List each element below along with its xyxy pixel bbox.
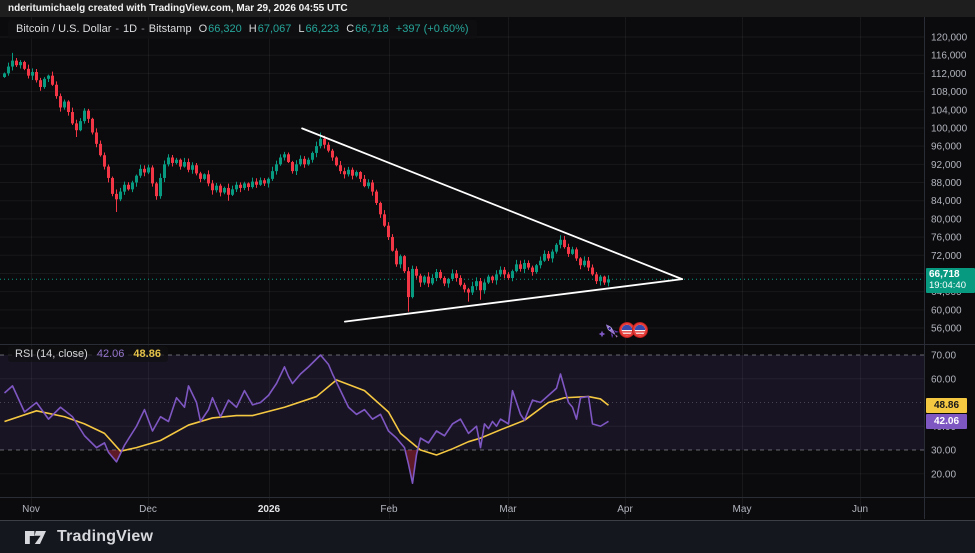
ohlc-value: 66,320: [208, 23, 242, 35]
ohlc-letter: O: [198, 23, 208, 35]
price-tick-label: 104,000: [931, 105, 968, 116]
bar-countdown: 19:04:40: [929, 279, 966, 291]
tradingview-logo-icon[interactable]: [24, 527, 47, 548]
price-tick-label: 100,000: [931, 123, 968, 134]
footer-bar: TradingView: [0, 520, 975, 553]
ohlc-letter: H: [248, 23, 257, 35]
rsi-ma-axis-label: 48.86: [926, 398, 967, 413]
rsi-tick-label: 70.00: [931, 351, 956, 362]
sparkle-sticker: [598, 330, 606, 338]
price-tick-label: 76,000: [931, 233, 962, 244]
time-axis: Nov Dec 2026 Feb Mar Apr May Jun: [22, 504, 868, 515]
legend-separator: -: [141, 23, 145, 35]
ohlc-value: 66,223: [305, 23, 340, 35]
symbol-name: Bitcoin / U.S. Dollar: [16, 23, 112, 35]
rsi-ma-line: [4, 379, 609, 456]
exchange-name: Bitstamp: [148, 23, 192, 35]
price-tick-label: 108,000: [931, 87, 968, 98]
time-tick-label: Nov: [22, 504, 40, 515]
last-price-value: 66,718: [929, 269, 960, 280]
ohlc-value: 67,067: [257, 23, 292, 35]
rsi-ma-current-value: 48.86: [133, 348, 161, 360]
rsi-pane: [0, 354, 925, 475]
rsi-oversold-fill: [107, 450, 418, 484]
rsi-ma-series: [4, 379, 609, 456]
trendline-ascending-support: [343, 278, 683, 323]
price-tick-label: 84,000: [931, 196, 962, 207]
badge-sticker: [632, 322, 648, 338]
price-tick-label: 56,000: [931, 324, 962, 335]
tradingview-wordmark[interactable]: TradingView: [57, 528, 154, 545]
rsi-tick-label: 60.00: [931, 374, 956, 385]
pane-separators: [0, 17, 975, 519]
price-tick-label: 72,000: [931, 251, 962, 262]
time-tick-label: May: [733, 504, 752, 515]
rsi-current-value: 42.06: [96, 348, 125, 360]
ohlc-letter: L: [298, 23, 305, 35]
price-tick-label: 96,000: [931, 142, 962, 153]
time-tick-label: Mar: [499, 504, 517, 515]
ohlc-values: O66,320 H67,067 L66,223 C66,718 +397 (+0.60%…: [192, 23, 469, 35]
stickers: [598, 322, 648, 339]
timeframe-label: 1D: [123, 23, 138, 35]
price-tick-label: 120,000: [931, 33, 968, 44]
time-tick-label: Jun: [852, 504, 868, 515]
badge-sticker: [619, 322, 635, 338]
time-tick-label: 2026: [258, 504, 281, 515]
ohlc-value: 66,718: [355, 23, 389, 35]
trendline-descending-resistance: [301, 127, 683, 281]
attribution-text: nderitumichaelg created with TradingView…: [8, 3, 348, 14]
time-tick-label: Dec: [139, 504, 157, 515]
trendlines: [343, 278, 683, 323]
price-tick-label: 80,000: [931, 214, 962, 225]
price-change: +397 (+0.60%): [395, 23, 469, 35]
candlestick-series: [3, 52, 610, 312]
price-tick-label: 88,000: [931, 178, 962, 189]
rsi-tick-label: 30.00: [931, 446, 956, 457]
trendlines: [301, 127, 683, 281]
price-tick-label: 116,000: [931, 51, 967, 62]
time-tick-label: Apr: [617, 504, 633, 515]
time-tick-label: Feb: [380, 504, 398, 515]
symbol-legend: Bitcoin / U.S. Dollar -1D - Bitstamp O66,320…: [8, 20, 477, 39]
rsi-line: [3, 354, 609, 485]
rsi-title: RSI: [15, 348, 34, 360]
last-price-label: 66,718 19:04:40: [926, 268, 975, 293]
price-tick-label: 92,000: [931, 160, 962, 171]
rsi-params: (14, close): [36, 348, 88, 360]
rsi-tick-label: 20.00: [931, 469, 956, 480]
price-tick-label: 60,000: [931, 305, 962, 316]
rsi-series: [3, 354, 609, 485]
attribution-bar: nderitumichaelg created with TradingView…: [0, 0, 975, 17]
rocket-sticker: [605, 324, 619, 339]
rsi-axis-label: 42.06: [926, 414, 967, 429]
price-tick-label: 112,000: [931, 69, 967, 80]
ohlc-letter: C: [346, 23, 355, 35]
gridlines: [0, 17, 925, 519]
rsi-legend: RSI (14, close) 42.06 48.86: [8, 346, 168, 362]
legend-separator: -: [115, 23, 120, 35]
